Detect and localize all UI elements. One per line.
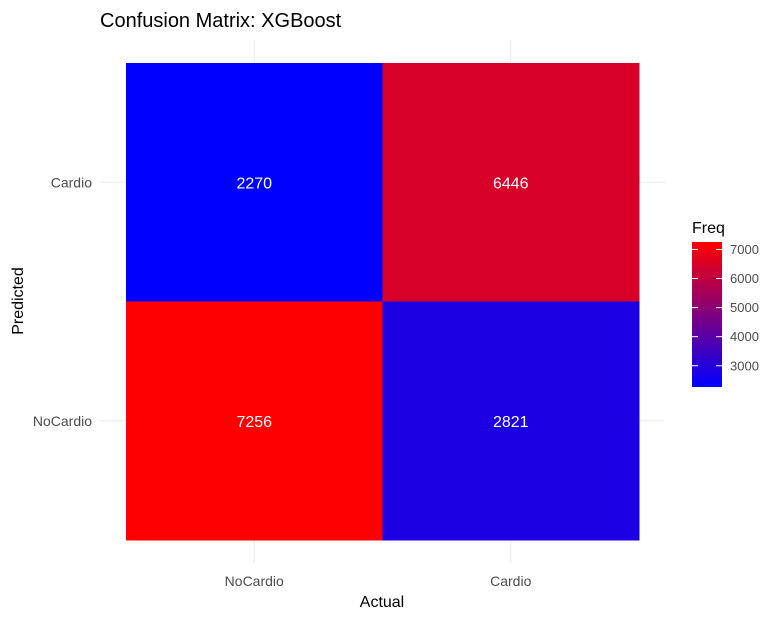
legend-tick-label: 6000 [730,271,759,286]
y-axis-ticks: NoCardio Cardio [33,174,92,429]
y-tick-label: Cardio [51,174,92,190]
x-axis-title: Actual [360,594,404,611]
x-tick-label: Cardio [490,573,531,589]
legend-tick-label: 5000 [730,300,759,315]
cell-value-label: 2821 [493,414,529,431]
cell-value-label: 6446 [493,175,529,192]
cell-value-label: 2270 [236,175,272,192]
heatmap-cell [126,301,383,541]
x-tick-label: NoCardio [225,573,284,589]
cell-value-label: 7256 [236,414,272,431]
heatmap-cells [126,63,640,541]
x-axis-ticks: NoCardio Cardio [225,573,532,589]
heatmap-cell [126,63,383,302]
legend-tick-label: 7000 [730,242,759,257]
heatmap-cell [382,63,640,302]
legend-tick-label: 4000 [730,329,759,344]
legend-tick-label: 3000 [730,358,759,373]
legend-ticks: 3000 4000 5000 6000 7000 [692,242,759,373]
cell-labels: 2270 6446 7256 2821 [236,175,528,431]
legend-title: Freq [692,220,725,237]
y-axis-title: Predicted [10,267,27,335]
chart-title: Confusion Matrix: XGBoost [100,10,342,32]
heatmap-cell [382,301,640,541]
y-tick-label: NoCardio [33,413,92,429]
legend-colorbar [692,242,722,387]
color-legend: Freq 3000 4000 5000 6000 7000 [692,220,759,387]
